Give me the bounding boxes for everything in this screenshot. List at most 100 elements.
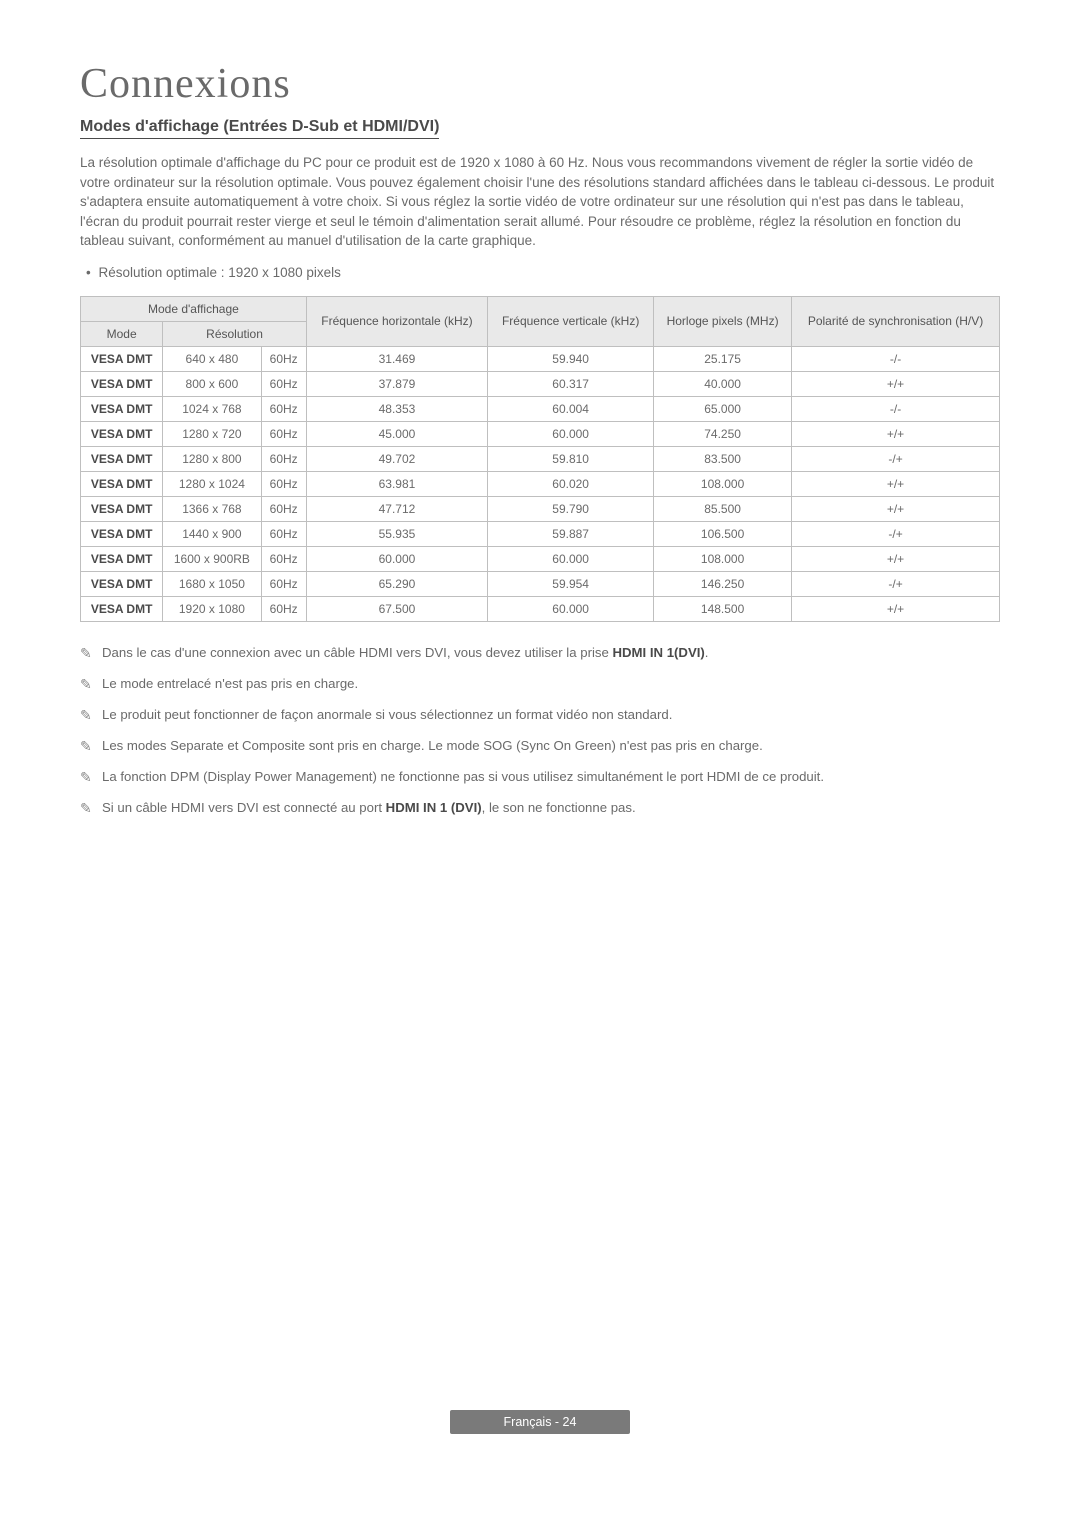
note-dpm: La fonction DPM (Display Power Managemen… (80, 766, 1000, 787)
cell-mode: VESA DMT (81, 596, 163, 621)
table-row: VESA DMT640 x 48060Hz31.46959.94025.175-… (81, 346, 1000, 371)
cell-polarity: +/+ (792, 596, 1000, 621)
cell-mode: VESA DMT (81, 396, 163, 421)
note-interlace: Le mode entrelacé n'est pas pris en char… (80, 673, 1000, 694)
cell-polarity: +/+ (792, 371, 1000, 396)
cell-pixel-clock: 108.000 (654, 471, 792, 496)
cell-resolution: 1920 x 1080 (163, 596, 261, 621)
notes-block: Dans le cas d'une connexion avec un câbl… (80, 642, 1000, 819)
cell-polarity: +/+ (792, 546, 1000, 571)
note-hdmi-dvi-jack: Dans le cas d'une connexion avec un câbl… (80, 642, 1000, 663)
cell-polarity: -/+ (792, 521, 1000, 546)
cell-resolution: 1366 x 768 (163, 496, 261, 521)
cell-resolution: 640 x 480 (163, 346, 261, 371)
cell-freq-v: 60.000 (488, 421, 654, 446)
table-row: VESA DMT1280 x 72060Hz45.00060.00074.250… (81, 421, 1000, 446)
note-text: Si un câble HDMI vers DVI est connecté a… (102, 800, 386, 815)
cell-pixel-clock: 106.500 (654, 521, 792, 546)
cell-hz: 60Hz (261, 471, 306, 496)
th-polarity: Polarité de synchronisation (H/V) (792, 296, 1000, 346)
optimal-resolution-bullet: Résolution optimale : 1920 x 1080 pixels (86, 265, 1000, 280)
cell-pixel-clock: 74.250 (654, 421, 792, 446)
cell-resolution: 1280 x 1024 (163, 471, 261, 496)
cell-hz: 60Hz (261, 571, 306, 596)
cell-hz: 60Hz (261, 496, 306, 521)
cell-freq-v: 60.000 (488, 596, 654, 621)
note-bold: HDMI IN 1(DVI) (612, 645, 704, 660)
cell-freq-h: 37.879 (306, 371, 487, 396)
cell-freq-h: 65.290 (306, 571, 487, 596)
cell-mode: VESA DMT (81, 546, 163, 571)
cell-freq-v: 59.790 (488, 496, 654, 521)
note-text: . (705, 645, 709, 660)
cell-mode: VESA DMT (81, 496, 163, 521)
cell-resolution: 1680 x 1050 (163, 571, 261, 596)
cell-pixel-clock: 25.175 (654, 346, 792, 371)
cell-pixel-clock: 40.000 (654, 371, 792, 396)
cell-polarity: +/+ (792, 496, 1000, 521)
cell-pixel-clock: 146.250 (654, 571, 792, 596)
cell-hz: 60Hz (261, 521, 306, 546)
th-mode-group: Mode d'affichage (81, 296, 307, 321)
table-row: VESA DMT1600 x 900RB60Hz60.00060.000108.… (81, 546, 1000, 571)
cell-freq-v: 59.887 (488, 521, 654, 546)
note-sog: Les modes Separate et Composite sont pri… (80, 735, 1000, 756)
table-row: VESA DMT1366 x 76860Hz47.71259.79085.500… (81, 496, 1000, 521)
cell-pixel-clock: 65.000 (654, 396, 792, 421)
note-bold: HDMI IN 1 (DVI) (386, 800, 482, 815)
page-footer: Français - 24 (450, 1410, 630, 1434)
cell-mode: VESA DMT (81, 371, 163, 396)
note-text: , le son ne fonctionne pas. (482, 800, 636, 815)
cell-mode: VESA DMT (81, 521, 163, 546)
cell-resolution: 1280 x 720 (163, 421, 261, 446)
cell-freq-v: 60.317 (488, 371, 654, 396)
note-nonstandard: Le produit peut fonctionner de façon ano… (80, 704, 1000, 725)
table-row: VESA DMT1440 x 90060Hz55.93559.887106.50… (81, 521, 1000, 546)
page-title: Connexions (80, 60, 1000, 108)
table-row: VESA DMT1280 x 102460Hz63.98160.020108.0… (81, 471, 1000, 496)
cell-freq-v: 59.810 (488, 446, 654, 471)
cell-hz: 60Hz (261, 346, 306, 371)
cell-resolution: 1280 x 800 (163, 446, 261, 471)
cell-resolution: 1440 x 900 (163, 521, 261, 546)
cell-freq-h: 47.712 (306, 496, 487, 521)
cell-hz: 60Hz (261, 446, 306, 471)
cell-hz: 60Hz (261, 596, 306, 621)
cell-hz: 60Hz (261, 371, 306, 396)
cell-polarity: -/+ (792, 571, 1000, 596)
cell-hz: 60Hz (261, 546, 306, 571)
cell-mode: VESA DMT (81, 471, 163, 496)
cell-hz: 60Hz (261, 396, 306, 421)
cell-mode: VESA DMT (81, 446, 163, 471)
cell-mode: VESA DMT (81, 421, 163, 446)
cell-mode: VESA DMT (81, 346, 163, 371)
cell-freq-h: 55.935 (306, 521, 487, 546)
cell-resolution: 800 x 600 (163, 371, 261, 396)
cell-polarity: -/- (792, 346, 1000, 371)
cell-freq-h: 49.702 (306, 446, 487, 471)
th-freq-h: Fréquence horizontale (kHz) (306, 296, 487, 346)
cell-freq-h: 31.469 (306, 346, 487, 371)
section-heading: Modes d'affichage (Entrées D-Sub et HDMI… (80, 118, 439, 139)
cell-freq-v: 60.004 (488, 396, 654, 421)
th-freq-v: Fréquence verticale (kHz) (488, 296, 654, 346)
cell-polarity: +/+ (792, 471, 1000, 496)
cell-freq-v: 59.954 (488, 571, 654, 596)
cell-resolution: 1024 x 768 (163, 396, 261, 421)
cell-pixel-clock: 85.500 (654, 496, 792, 521)
cell-polarity: -/- (792, 396, 1000, 421)
cell-pixel-clock: 148.500 (654, 596, 792, 621)
table-row: VESA DMT1920 x 108060Hz67.50060.000148.5… (81, 596, 1000, 621)
th-pixel-clock: Horloge pixels (MHz) (654, 296, 792, 346)
th-mode: Mode (81, 321, 163, 346)
cell-freq-v: 60.000 (488, 546, 654, 571)
cell-freq-h: 63.981 (306, 471, 487, 496)
cell-polarity: +/+ (792, 421, 1000, 446)
cell-pixel-clock: 108.000 (654, 546, 792, 571)
table-row: VESA DMT1680 x 105060Hz65.29059.954146.2… (81, 571, 1000, 596)
cell-freq-h: 48.353 (306, 396, 487, 421)
table-row: VESA DMT800 x 60060Hz37.87960.31740.000+… (81, 371, 1000, 396)
cell-freq-v: 59.940 (488, 346, 654, 371)
cell-freq-h: 45.000 (306, 421, 487, 446)
cell-freq-v: 60.020 (488, 471, 654, 496)
